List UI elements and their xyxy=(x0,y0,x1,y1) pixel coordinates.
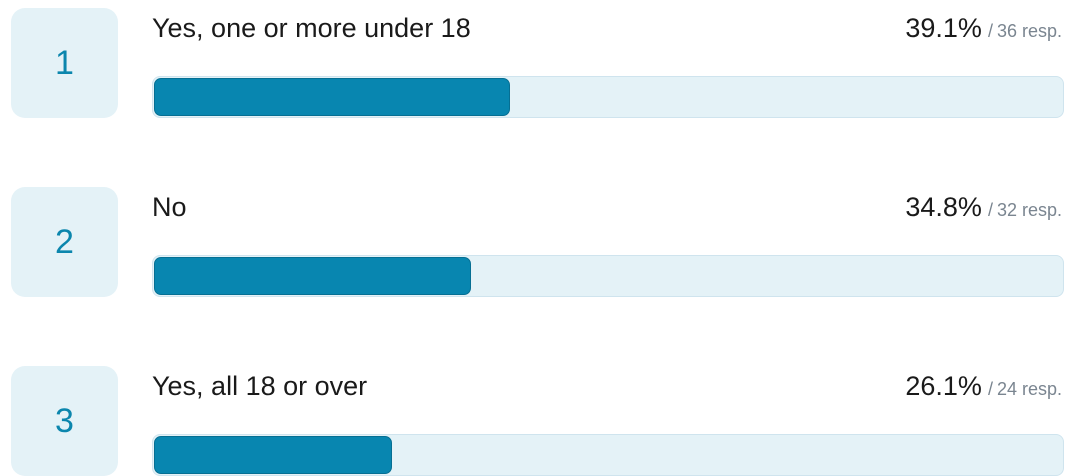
bar-fill xyxy=(154,78,510,116)
response-count: /36 resp. xyxy=(988,21,1062,41)
separator: / xyxy=(987,379,993,399)
bar-track xyxy=(152,76,1064,118)
response-count: /24 resp. xyxy=(988,379,1062,399)
separator: / xyxy=(987,21,993,41)
percent-value: 39.1% xyxy=(905,13,982,43)
result-row: 3 Yes, all 18 or over 26.1%/24 resp. xyxy=(0,358,1072,476)
bar-track xyxy=(152,434,1064,476)
bar-fill xyxy=(154,257,471,295)
rank-number: 3 xyxy=(55,402,74,440)
separator: / xyxy=(987,200,993,220)
answer-label: Yes, all 18 or over xyxy=(152,371,368,401)
answer-label: No xyxy=(152,192,187,222)
response-count-label: 36 resp. xyxy=(996,21,1062,41)
bar-track xyxy=(152,255,1064,297)
rank-badge: 1 xyxy=(11,8,118,118)
result-row: 2 No 34.8%/32 resp. xyxy=(0,179,1072,297)
answer-label: Yes, one or more under 18 xyxy=(152,13,471,43)
bar-fill xyxy=(154,436,392,474)
response-count-label: 32 resp. xyxy=(996,200,1062,220)
percent-value: 26.1% xyxy=(905,371,982,401)
rank-number: 1 xyxy=(55,44,74,82)
rank-badge: 2 xyxy=(11,187,118,297)
rank-number: 2 xyxy=(55,223,74,261)
answer-stats: 39.1%/36 resp. xyxy=(905,13,1062,44)
rank-badge: 3 xyxy=(11,366,118,476)
percent-value: 34.8% xyxy=(905,192,982,222)
response-count: /32 resp. xyxy=(988,200,1062,220)
answer-stats: 26.1%/24 resp. xyxy=(905,371,1062,402)
answer-stats: 34.8%/32 resp. xyxy=(905,192,1062,223)
response-count-label: 24 resp. xyxy=(996,379,1062,399)
result-row: 1 Yes, one or more under 18 39.1%/36 res… xyxy=(0,0,1072,118)
